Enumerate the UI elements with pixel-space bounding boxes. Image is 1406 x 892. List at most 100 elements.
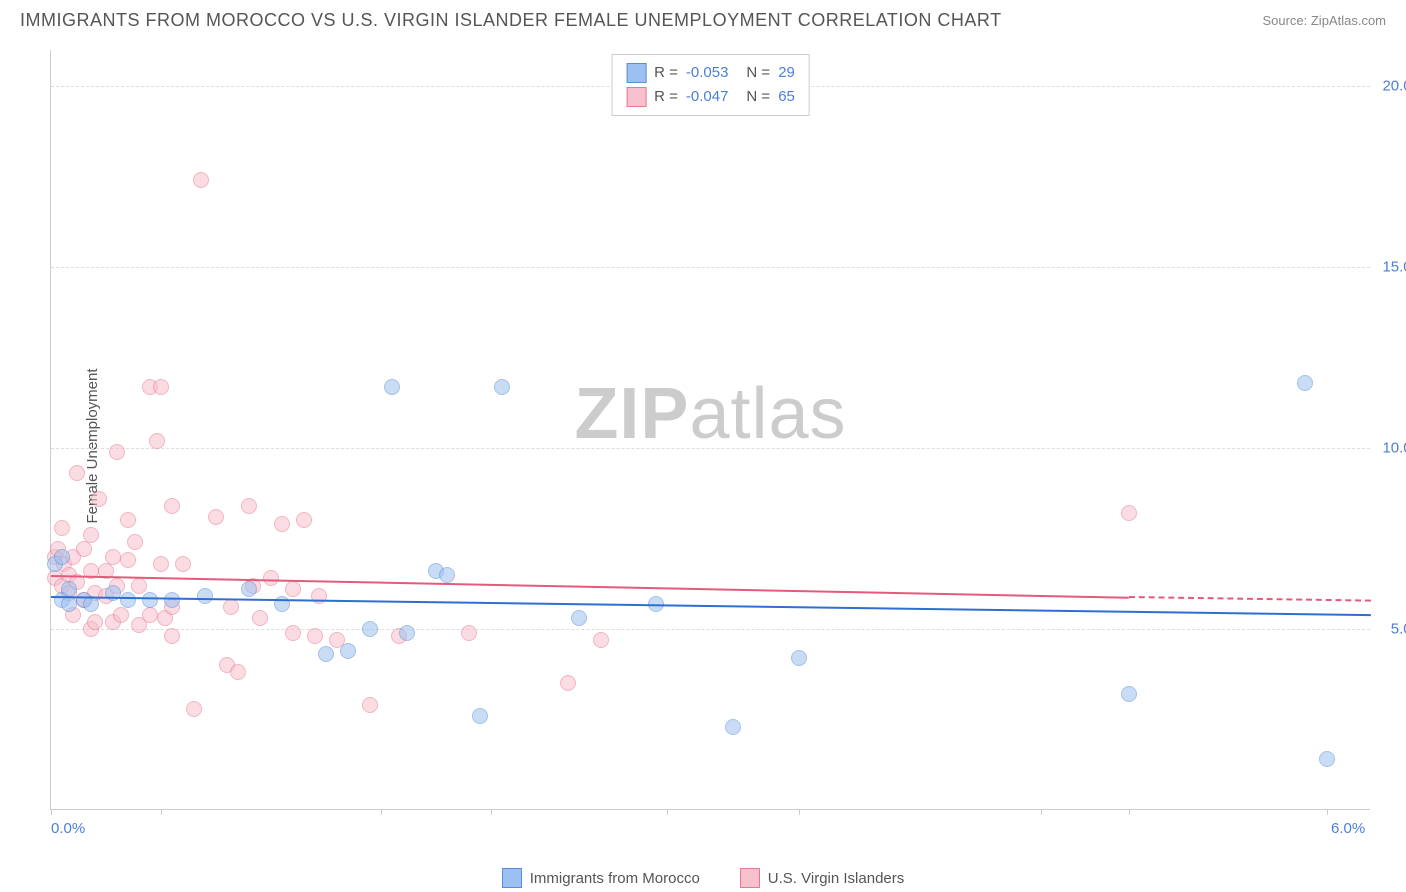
scatter-point xyxy=(142,592,158,608)
x-tick xyxy=(1327,809,1328,815)
scatter-point xyxy=(318,646,334,662)
scatter-point xyxy=(252,610,268,626)
legend-item: U.S. Virgin Islanders xyxy=(740,868,904,888)
scatter-point xyxy=(120,512,136,528)
scatter-point xyxy=(91,491,107,507)
scatter-point xyxy=(164,628,180,644)
x-tick xyxy=(161,809,162,815)
scatter-point xyxy=(285,581,301,597)
legend-label: U.S. Virgin Islanders xyxy=(768,870,904,887)
scatter-point xyxy=(131,578,147,594)
watermark-bold: ZIP xyxy=(574,374,689,454)
legend-swatch xyxy=(502,868,522,888)
legend-stats-row: R =-0.047N =65 xyxy=(626,85,795,109)
scatter-point xyxy=(1297,375,1313,391)
grid-line xyxy=(51,629,1370,630)
scatter-point xyxy=(1319,751,1335,767)
y-tick-label: 10.0% xyxy=(1382,440,1406,457)
scatter-point xyxy=(208,509,224,525)
scatter-point xyxy=(87,614,103,630)
scatter-point xyxy=(54,520,70,536)
x-tick xyxy=(1041,809,1042,815)
legend-swatch xyxy=(740,868,760,888)
legend-n-value: 29 xyxy=(778,61,795,85)
scatter-point xyxy=(362,697,378,713)
watermark-light: atlas xyxy=(689,374,846,454)
legend-r-label: R = xyxy=(654,85,678,109)
scatter-point xyxy=(142,607,158,623)
scatter-point xyxy=(274,516,290,532)
x-tick xyxy=(381,809,382,815)
x-tick-label: 0.0% xyxy=(51,820,85,837)
watermark: ZIPatlas xyxy=(574,373,846,455)
grid-line xyxy=(51,267,1370,268)
scatter-point xyxy=(120,552,136,568)
scatter-point xyxy=(61,581,77,597)
scatter-point xyxy=(791,650,807,666)
header: IMMIGRANTS FROM MOROCCO VS U.S. VIRGIN I… xyxy=(0,0,1406,39)
trend-line xyxy=(1129,596,1371,602)
scatter-point xyxy=(197,588,213,604)
legend-n-label: N = xyxy=(746,61,770,85)
legend-n-value: 65 xyxy=(778,85,795,109)
legend-r-label: R = xyxy=(654,61,678,85)
legend-bottom: Immigrants from Morocco U.S. Virgin Islan… xyxy=(0,868,1406,888)
scatter-point xyxy=(105,549,121,565)
trend-line xyxy=(51,596,1371,616)
scatter-point xyxy=(83,527,99,543)
scatter-point xyxy=(241,581,257,597)
scatter-chart: ZIPatlas 5.0%10.0%15.0%20.0%0.0%6.0%R =-… xyxy=(50,50,1370,810)
legend-stats: R = -0.053 N = 29R = -0.047 N = 65 xyxy=(611,54,810,116)
scatter-point xyxy=(164,592,180,608)
scatter-point xyxy=(149,433,165,449)
grid-line xyxy=(51,448,1370,449)
scatter-point xyxy=(76,541,92,557)
x-tick xyxy=(799,809,800,815)
scatter-point xyxy=(311,588,327,604)
scatter-point xyxy=(153,379,169,395)
x-tick xyxy=(667,809,668,815)
chart-title: IMMIGRANTS FROM MOROCCO VS U.S. VIRGIN I… xyxy=(20,10,1002,31)
scatter-point xyxy=(439,567,455,583)
scatter-point xyxy=(1121,505,1137,521)
y-tick-label: 5.0% xyxy=(1391,621,1406,638)
y-tick-label: 15.0% xyxy=(1382,259,1406,276)
scatter-point xyxy=(230,664,246,680)
scatter-point xyxy=(285,625,301,641)
scatter-point xyxy=(164,498,180,514)
scatter-point xyxy=(193,172,209,188)
legend-r-value: -0.053 xyxy=(686,61,729,85)
scatter-point xyxy=(175,556,191,572)
scatter-point xyxy=(307,628,323,644)
scatter-point xyxy=(153,556,169,572)
y-tick-label: 20.0% xyxy=(1382,78,1406,95)
scatter-point xyxy=(186,701,202,717)
scatter-point xyxy=(494,379,510,395)
scatter-point xyxy=(296,512,312,528)
legend-label: Immigrants from Morocco xyxy=(530,870,700,887)
scatter-point xyxy=(571,610,587,626)
x-tick xyxy=(1129,809,1130,815)
legend-swatch xyxy=(626,87,646,107)
legend-stats-row: R = -0.053 N = 29 xyxy=(626,61,795,85)
legend-r-value: -0.047 xyxy=(686,85,729,109)
scatter-point xyxy=(1121,686,1137,702)
x-tick xyxy=(491,809,492,815)
scatter-point xyxy=(120,592,136,608)
x-tick xyxy=(51,809,52,815)
scatter-point xyxy=(725,719,741,735)
scatter-point xyxy=(472,708,488,724)
x-tick-label: 6.0% xyxy=(1331,820,1365,837)
scatter-point xyxy=(560,675,576,691)
scatter-point xyxy=(399,625,415,641)
scatter-point xyxy=(109,444,125,460)
source-label: Source: ZipAtlas.com xyxy=(1262,13,1386,28)
scatter-point xyxy=(384,379,400,395)
scatter-point xyxy=(127,534,143,550)
scatter-point xyxy=(113,607,129,623)
scatter-point xyxy=(223,599,239,615)
scatter-point xyxy=(362,621,378,637)
scatter-point xyxy=(593,632,609,648)
scatter-point xyxy=(461,625,477,641)
scatter-point xyxy=(340,643,356,659)
